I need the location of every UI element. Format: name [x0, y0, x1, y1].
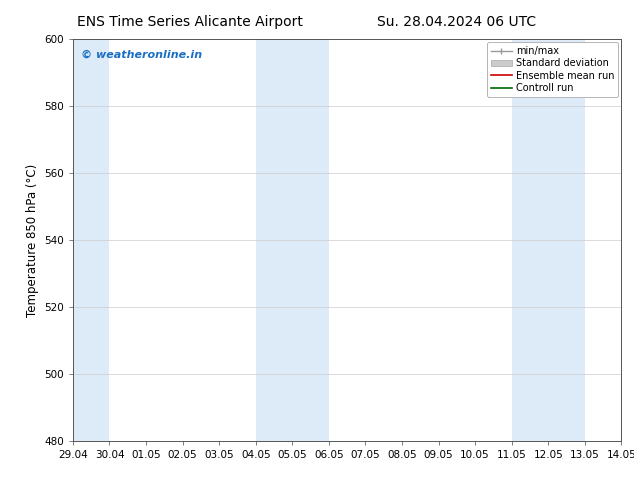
- Legend: min/max, Standard deviation, Ensemble mean run, Controll run: min/max, Standard deviation, Ensemble me…: [487, 42, 618, 97]
- Text: Su. 28.04.2024 06 UTC: Su. 28.04.2024 06 UTC: [377, 15, 536, 29]
- Y-axis label: Temperature 850 hPa (°C): Temperature 850 hPa (°C): [25, 164, 39, 317]
- Bar: [73, 39, 110, 441]
- Text: © weatheronline.in: © weatheronline.in: [81, 49, 202, 59]
- Text: ENS Time Series Alicante Airport: ENS Time Series Alicante Airport: [77, 15, 303, 29]
- Bar: [256, 39, 329, 441]
- Bar: [512, 39, 585, 441]
